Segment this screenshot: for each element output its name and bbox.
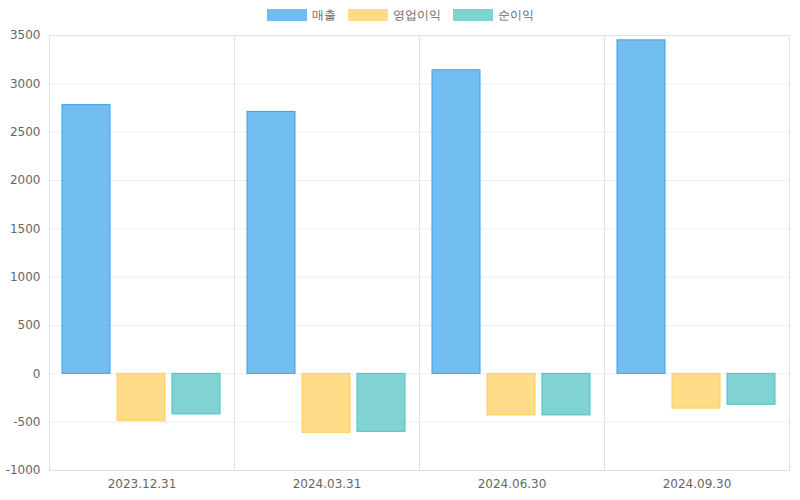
svg-text:3500: 3500 [10,30,41,42]
svg-text:-500: -500 [13,415,40,429]
svg-text:3000: 3000 [10,77,41,91]
svg-text:2000: 2000 [10,173,41,187]
svg-text:0: 0 [33,367,41,381]
html-text:순이익: 순이익 [497,7,534,22]
svg-text:1500: 1500 [10,222,41,236]
svg-text:1000: 1000 [10,270,41,284]
html-text:매출: 매출 [311,7,336,22]
svg-text:500: 500 [18,318,41,332]
svg-text:2500: 2500 [10,125,41,139]
svg-text:2024.09.30: 2024.09.30 [663,477,732,491]
svg-text:2024.03.31: 2024.03.31 [293,477,362,491]
svg-text:2023.12.31: 2023.12.31 [108,477,177,491]
svg-text:-1000: -1000 [6,463,41,477]
html-text:영업이익: 영업이익 [392,7,441,22]
svg-text:2024.06.30: 2024.06.30 [478,477,547,491]
